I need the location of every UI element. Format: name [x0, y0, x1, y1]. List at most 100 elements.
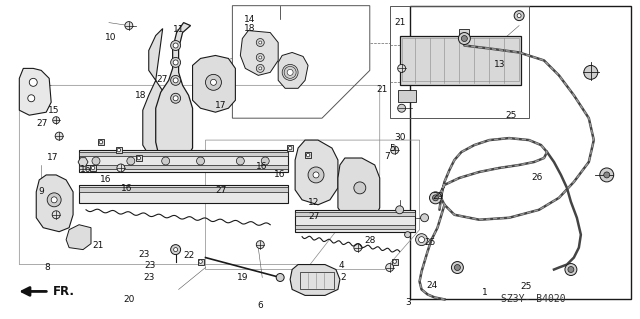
Bar	[79, 150, 288, 172]
Circle shape	[171, 245, 180, 255]
Text: 19: 19	[237, 273, 248, 282]
Circle shape	[308, 167, 324, 183]
Text: 27: 27	[215, 186, 227, 195]
Circle shape	[199, 260, 202, 263]
Text: 30: 30	[394, 133, 406, 142]
Circle shape	[259, 41, 262, 44]
Circle shape	[173, 43, 178, 48]
Bar	[392, 259, 397, 264]
Circle shape	[256, 39, 264, 47]
Polygon shape	[295, 140, 338, 205]
Text: 29: 29	[433, 192, 444, 201]
Circle shape	[261, 157, 269, 165]
Bar	[90, 165, 96, 171]
Circle shape	[55, 132, 63, 140]
Text: 25: 25	[424, 238, 435, 247]
Polygon shape	[36, 175, 73, 232]
Text: 5: 5	[390, 144, 396, 153]
Text: 16: 16	[255, 162, 267, 171]
Text: 25: 25	[521, 282, 532, 291]
Circle shape	[404, 232, 411, 238]
Circle shape	[307, 153, 310, 157]
Text: 8: 8	[44, 263, 50, 272]
Circle shape	[419, 237, 424, 243]
Text: 25: 25	[506, 111, 517, 120]
Text: SZ3Y- B4020: SZ3Y- B4020	[501, 294, 566, 304]
Text: 22: 22	[183, 251, 195, 260]
Circle shape	[429, 192, 442, 204]
Circle shape	[514, 11, 524, 21]
Circle shape	[171, 57, 180, 67]
Text: 7: 7	[385, 152, 390, 161]
Text: 14: 14	[244, 15, 255, 24]
Text: 18: 18	[244, 24, 255, 33]
Bar	[79, 165, 288, 169]
Circle shape	[354, 182, 366, 194]
Circle shape	[397, 64, 406, 72]
Text: 27: 27	[308, 212, 319, 221]
Text: 16: 16	[273, 170, 285, 179]
Circle shape	[259, 56, 262, 59]
Text: 17: 17	[215, 101, 227, 110]
Bar	[397, 90, 415, 102]
Text: FR.: FR.	[53, 285, 75, 298]
Bar	[399, 35, 521, 85]
Text: 21: 21	[395, 18, 406, 27]
Polygon shape	[241, 31, 278, 75]
Text: 4: 4	[339, 261, 344, 271]
Circle shape	[127, 157, 135, 165]
Circle shape	[236, 157, 244, 165]
Circle shape	[256, 54, 264, 62]
Circle shape	[393, 260, 396, 263]
Bar	[136, 155, 142, 161]
Polygon shape	[78, 158, 88, 166]
Text: 26: 26	[531, 174, 542, 182]
Circle shape	[354, 244, 362, 252]
Circle shape	[259, 67, 262, 70]
Text: 16: 16	[80, 165, 92, 174]
Circle shape	[565, 263, 577, 276]
Text: 10: 10	[105, 33, 116, 42]
Circle shape	[171, 75, 180, 85]
Polygon shape	[156, 23, 193, 165]
Text: 16: 16	[120, 184, 132, 193]
Bar	[198, 259, 204, 264]
Bar	[300, 271, 334, 289]
Circle shape	[287, 70, 293, 75]
Bar	[295, 210, 415, 232]
Text: 20: 20	[123, 295, 134, 304]
Text: 24: 24	[426, 281, 438, 290]
Circle shape	[51, 197, 57, 203]
Circle shape	[454, 264, 460, 271]
Bar	[410, 6, 630, 300]
Bar	[116, 147, 122, 153]
Circle shape	[162, 157, 170, 165]
Circle shape	[433, 195, 438, 201]
Text: 18: 18	[134, 92, 146, 100]
Text: 11: 11	[173, 25, 184, 34]
Text: 1: 1	[481, 288, 487, 297]
Circle shape	[420, 214, 429, 222]
Circle shape	[173, 78, 178, 83]
Circle shape	[568, 267, 574, 272]
Circle shape	[276, 273, 284, 281]
Bar	[98, 139, 104, 145]
Text: 27: 27	[36, 119, 48, 129]
Text: 27: 27	[156, 75, 168, 84]
Bar	[305, 152, 311, 158]
Circle shape	[451, 262, 463, 273]
Circle shape	[256, 241, 264, 249]
Bar	[79, 187, 288, 192]
Circle shape	[256, 64, 264, 72]
Circle shape	[171, 93, 180, 103]
Circle shape	[397, 104, 406, 112]
Text: 28: 28	[364, 236, 376, 245]
Polygon shape	[66, 225, 91, 249]
Text: 6: 6	[258, 301, 264, 310]
Bar	[79, 185, 288, 203]
Circle shape	[117, 164, 125, 172]
Circle shape	[92, 157, 100, 165]
Circle shape	[396, 206, 404, 214]
Text: 15: 15	[48, 106, 60, 115]
Text: 23: 23	[143, 273, 155, 282]
